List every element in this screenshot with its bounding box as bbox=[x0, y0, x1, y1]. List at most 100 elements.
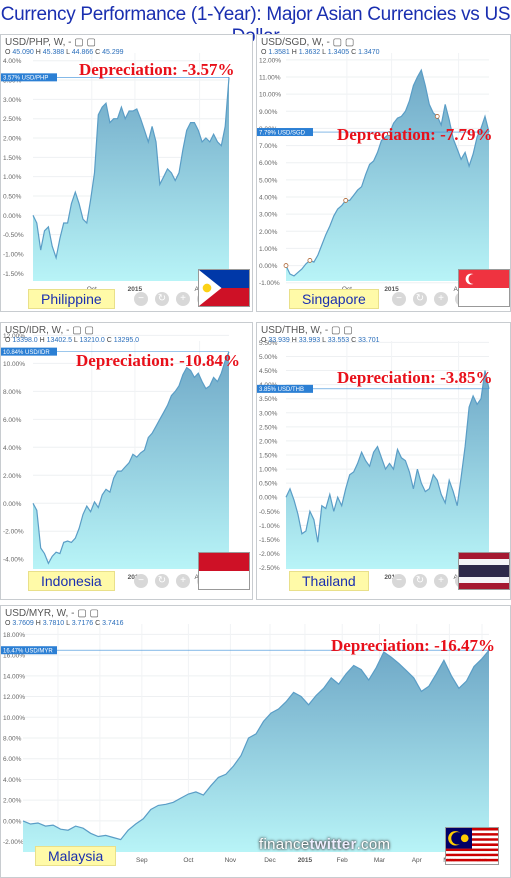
y-tick-label: 1.50% bbox=[3, 155, 22, 162]
zoom-in-button[interactable]: + bbox=[434, 292, 448, 306]
country-label: Philippine bbox=[28, 289, 115, 309]
ohlc-readout: O 1.3581 H 1.3632 L 1.3405 C 1.3470 bbox=[261, 49, 380, 56]
y-tick-label: 6.00% bbox=[3, 756, 22, 763]
ohlc-value: 3.7176 bbox=[71, 620, 94, 627]
symbol-label: USD/PHP, W, - ▢ ▢ bbox=[5, 37, 96, 48]
ohlc-readout: O 3.7609 H 3.7810 L 3.7176 C 3.7416 bbox=[5, 620, 124, 627]
y-tick-label: 1.00% bbox=[259, 246, 278, 253]
y-tick-label: 11.00% bbox=[259, 75, 281, 82]
series-line-thb bbox=[285, 370, 490, 543]
y-tick-label: 4.50% bbox=[259, 368, 278, 375]
zoom-in-button[interactable]: + bbox=[434, 574, 448, 588]
ohlc-value: 3.7416 bbox=[102, 620, 124, 627]
y-tick-label: 4.00% bbox=[259, 195, 278, 202]
ohlc-value: 33.701 bbox=[358, 337, 380, 344]
y-tick-label: 2.50% bbox=[259, 424, 278, 431]
zoom-out-button[interactable]: − bbox=[392, 292, 406, 306]
event-marker[interactable] bbox=[343, 198, 349, 203]
ohlc-value: 33.553 bbox=[327, 337, 350, 344]
chart-svg-sgd[interactable]: 12.00%11.00%10.00%9.00%8.00%7.00%6.00%5.… bbox=[257, 35, 510, 311]
y-tick-label: -1.50% bbox=[3, 271, 24, 278]
symbol-label: USD/SGD, W, - ▢ ▢ bbox=[261, 37, 355, 48]
event-marker[interactable] bbox=[434, 114, 440, 119]
y-tick-label: 4.00% bbox=[3, 777, 22, 784]
ohlc-value: 3.7609 bbox=[12, 620, 34, 627]
area-fill-sgd bbox=[286, 70, 489, 281]
y-tick-label: 1.00% bbox=[3, 174, 22, 181]
y-tick-label: 12.00% bbox=[3, 694, 25, 701]
x-tick-label: 2015 bbox=[384, 286, 399, 293]
x-tick-label: Oct bbox=[183, 857, 193, 864]
x-tick-label: Dec bbox=[264, 857, 276, 864]
y-tick-label: -1.00% bbox=[259, 523, 280, 530]
y-tick-label: 14.00% bbox=[3, 673, 25, 680]
flag-sgd-icon bbox=[458, 269, 510, 307]
zoom-out-button[interactable]: − bbox=[134, 574, 148, 588]
svg-text:7.79% USD/SGD: 7.79% USD/SGD bbox=[259, 130, 306, 136]
x-tick-label: Feb bbox=[337, 857, 349, 864]
ohlc-value: 3.7810 bbox=[42, 620, 65, 627]
y-tick-label: 2.50% bbox=[3, 116, 22, 123]
reset-button[interactable]: ↻ bbox=[155, 574, 169, 588]
last-value-tag: 3.57% USD/PHP bbox=[1, 73, 57, 82]
zoom-in-button[interactable]: + bbox=[176, 574, 190, 588]
x-tick-label: Apr bbox=[412, 857, 423, 864]
y-tick-label: 6.00% bbox=[3, 417, 22, 424]
reset-button[interactable]: ↻ bbox=[413, 574, 427, 588]
x-tick-label: Sep bbox=[136, 857, 148, 864]
ohlc-value: 45.388 bbox=[42, 49, 65, 56]
y-tick-label: -0.50% bbox=[3, 232, 24, 239]
chart-panel-thb: 5.50%5.00%4.50%4.00%3.50%3.00%2.50%2.00%… bbox=[256, 322, 511, 600]
y-tick-label: -2.50% bbox=[259, 565, 280, 572]
y-tick-label: 0.00% bbox=[259, 495, 278, 502]
chart-svg-php[interactable]: 4.00%3.50%3.00%2.50%2.00%1.50%1.00%0.50%… bbox=[1, 35, 252, 311]
y-tick-label: 5.00% bbox=[259, 354, 278, 361]
y-tick-label: 12.00% bbox=[3, 333, 25, 340]
y-tick-label: 10.00% bbox=[259, 92, 281, 99]
y-tick-label: -1.50% bbox=[259, 537, 280, 544]
event-marker[interactable] bbox=[307, 258, 313, 263]
watermark: financetwitter.com bbox=[259, 836, 391, 853]
zoom-out-button[interactable]: − bbox=[134, 292, 148, 306]
zoom-out-button[interactable]: − bbox=[392, 574, 406, 588]
y-tick-label: 2.00% bbox=[3, 473, 22, 480]
chart-panel-idr: 12.00% 10.00% 8.00% 6.00% 4.00% 2.00% 0.00% -2.… bbox=[0, 322, 253, 600]
ohlc-value: 13402.5 bbox=[46, 337, 72, 344]
y-tick-label: 4.00% bbox=[3, 445, 22, 452]
area-fill-php bbox=[33, 77, 229, 281]
country-label: Thailand bbox=[289, 571, 369, 591]
ohlc-value: 33.993 bbox=[298, 337, 321, 344]
y-tick-label: 1.50% bbox=[259, 453, 278, 460]
chart-svg-thb[interactable]: 5.50%5.00%4.50%4.00%3.50%3.00%2.50%2.00%… bbox=[257, 323, 510, 599]
last-value-tag: 7.79% USD/SGD bbox=[257, 128, 313, 136]
depreciation-label: Depreciation: -3.85% bbox=[337, 368, 493, 387]
last-value-tag: 3.85% USD/THB bbox=[257, 384, 313, 393]
flag-thb-icon bbox=[458, 552, 510, 590]
y-tick-label: 6.00% bbox=[259, 160, 278, 167]
area-fill-thb bbox=[286, 370, 489, 569]
x-tick-label: Nov bbox=[225, 857, 237, 864]
y-tick-label: -1.00% bbox=[3, 251, 24, 258]
event-marker[interactable] bbox=[387, 131, 392, 136]
symbol-label: USD/THB, W, - ▢ ▢ bbox=[261, 325, 353, 336]
y-tick-label: -0.50% bbox=[259, 509, 280, 516]
chart-panel-myr: 18.00% 16.00% 14.00% 12.00% 10.00% 8.00% 6.00%… bbox=[0, 605, 511, 878]
reset-button[interactable]: ↻ bbox=[155, 292, 169, 306]
y-tick-label: -4.00% bbox=[3, 557, 24, 564]
country-label: Singapore bbox=[289, 289, 379, 309]
y-tick-label: -1.00% bbox=[259, 280, 280, 287]
last-value-tag: 16.47% USD/MYR bbox=[1, 646, 57, 655]
y-tick-label: 9.00% bbox=[259, 109, 278, 116]
ohlc-value: 1.3632 bbox=[298, 49, 321, 56]
depreciation-label: Depreciation: -7.79% bbox=[337, 125, 493, 144]
chart-panel-php: 4.00%3.50%3.00%2.50%2.00%1.50%1.00%0.50%… bbox=[0, 34, 253, 312]
y-tick-label: 18.00% bbox=[3, 632, 25, 639]
event-marker[interactable] bbox=[283, 263, 289, 268]
last-value-tag: 10.84% USD/IDR bbox=[1, 347, 57, 356]
zoom-in-button[interactable]: + bbox=[176, 292, 190, 306]
chart-svg-myr[interactable]: 18.00% 16.00% 14.00% 12.00% 10.00% 8.00% 6.00%… bbox=[1, 606, 510, 877]
y-tick-label: 0.50% bbox=[259, 481, 278, 488]
y-tick-label: 2.00% bbox=[259, 438, 278, 445]
reset-button[interactable]: ↻ bbox=[413, 292, 427, 306]
y-tick-label: 1.00% bbox=[259, 467, 278, 474]
